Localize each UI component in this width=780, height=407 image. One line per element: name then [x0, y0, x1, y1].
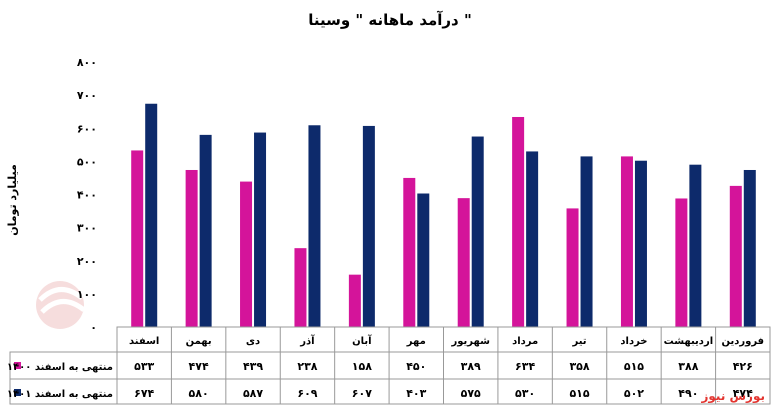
data-label-series-2: ۵۸۷	[243, 387, 263, 400]
chart-title: درآمد ماهانه " وسینا "	[308, 11, 472, 29]
x-tick-label: آبان	[352, 334, 372, 347]
data-label-series-1: ۴۲۶	[733, 360, 753, 373]
bar-series-1	[131, 150, 144, 327]
data-label-series-2: ۵۱۵	[569, 387, 589, 400]
data-label-series-1: ۳۵۸	[569, 360, 589, 373]
bar-series-2	[471, 136, 484, 327]
bar-series-2	[254, 132, 267, 327]
data-label-series-1: ۴۳۹	[243, 360, 263, 373]
x-tick-label: اردیبهشت	[664, 336, 714, 347]
data-label-series-2: ۵۸۰	[189, 387, 209, 400]
x-tick-label: آذر	[299, 334, 315, 347]
bar-series-1	[348, 274, 361, 327]
bar-series-1	[512, 116, 525, 327]
bar-series-2	[308, 125, 321, 327]
data-label-series-2: ۴۰۳	[406, 387, 426, 400]
bar-series-1	[185, 169, 198, 327]
bar-series-1	[457, 198, 470, 327]
data-label-series-2: ۶۰۷	[352, 387, 372, 400]
data-label-series-2: ۵۷۵	[461, 387, 481, 400]
bar-series-1	[240, 181, 253, 327]
legend-label: منتهی به اسفند ۱۴۰۱	[7, 389, 113, 400]
data-label-series-1: ۳۸۹	[461, 360, 481, 373]
bar-series-1	[675, 198, 688, 327]
y-tick-label: ۴۰۰	[77, 189, 97, 202]
data-label-series-1: ۴۷۴	[189, 360, 209, 373]
x-tick-label: بهمن	[186, 336, 212, 347]
y-tick-label: ۷۰۰	[77, 89, 97, 102]
x-tick-label: تیر	[572, 336, 587, 347]
bar-series-2	[743, 169, 756, 327]
watermark-text: بورس نیوز	[700, 389, 765, 404]
x-tick-label: خرداد	[620, 336, 647, 347]
table-border	[9, 351, 771, 405]
legend-swatch	[14, 389, 21, 396]
bar-series-2	[362, 125, 375, 328]
bar-series-2	[417, 193, 430, 327]
y-axis-ticks: ۰ ۱۰۰ ۲۰۰ ۳۰۰ ۴۰۰ ۵۰۰ ۶۰۰ ۷۰۰ ۸۰۰	[77, 56, 97, 334]
bar-series-2	[634, 160, 647, 327]
x-tick-label: مهر	[406, 336, 426, 347]
y-tick-label: ۳۰۰	[77, 222, 97, 235]
data-label-series-2: ۴۷۴	[733, 387, 753, 400]
y-tick-label: ۶۰۰	[77, 122, 97, 135]
y-tick-label: ۵۰۰	[77, 155, 97, 168]
bar-series-1	[294, 248, 307, 327]
data-label-series-2: ۶۷۴	[134, 387, 154, 400]
data-label-series-2: ۵۰۲	[624, 387, 644, 400]
y-tick-label: ۰	[90, 321, 97, 334]
bar-series-2	[526, 151, 539, 327]
x-tick-label: دی	[246, 336, 260, 347]
data-label-series-1: ۵۱۵	[624, 360, 644, 373]
bar-series-2	[689, 164, 702, 327]
y-tick-label: ۱۰۰	[77, 288, 97, 301]
legend-swatch	[14, 362, 21, 369]
data-label-series-1: ۵۳۳	[134, 360, 154, 373]
bar-series-1	[729, 185, 742, 327]
data-label-series-2: ۴۹۰	[678, 387, 698, 400]
data-label-series-1: ۴۵۰	[406, 360, 426, 373]
bar-series-2	[199, 134, 212, 327]
x-tick-label: اسفند	[129, 336, 159, 347]
legend-label: منتهی به اسفند ۱۴۰۰	[7, 362, 113, 373]
bars	[117, 103, 770, 328]
data-table: فروردین ۴۲۶ ۴۷۴ اردیبهشت ۳۸۸ ۴۹۰ خرداد ۵۱۵ ۵۰۲ تی…	[7, 326, 771, 405]
data-label-series-1: ۶۳۴	[515, 360, 535, 373]
data-label-series-1: ۲۳۸	[297, 360, 317, 373]
data-label-series-1: ۱۵۸	[352, 360, 372, 373]
bar-series-1	[566, 208, 579, 327]
x-tick-label: شهریور	[450, 336, 490, 347]
x-tick-label: مرداد	[512, 336, 538, 347]
data-label-series-1: ۳۸۸	[678, 360, 698, 373]
data-label-series-2: ۶۰۹	[297, 387, 317, 400]
bar-series-1	[403, 177, 416, 327]
y-axis-label: میلیارد تومان	[6, 164, 19, 236]
bar-series-2	[580, 156, 593, 327]
data-label-series-2: ۵۳۰	[515, 387, 535, 400]
y-tick-label: ۲۰۰	[77, 255, 97, 268]
watermark-logo	[36, 281, 86, 329]
x-tick-label: فروردین	[721, 336, 764, 347]
y-tick-label: ۸۰۰	[77, 56, 97, 69]
bar-series-1	[620, 156, 633, 327]
bar-series-2	[145, 103, 158, 327]
